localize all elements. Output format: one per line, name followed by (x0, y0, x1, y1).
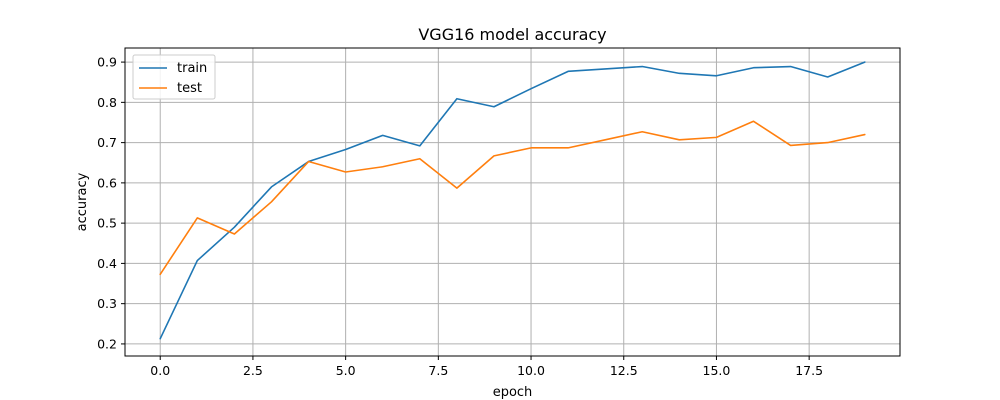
y-tick-label: 0.7 (97, 135, 117, 150)
x-tick-label: 0.0 (150, 363, 170, 378)
y-tick-label: 0.6 (97, 175, 117, 190)
y-tick-label: 0.3 (97, 296, 117, 311)
series-lines (159, 61, 866, 340)
x-axis-label: epoch (493, 385, 533, 400)
y-tick-label: 0.8 (97, 95, 117, 110)
axis-ticks: 0.0 2.5 5.0 7.5 10.0 12.5 15.0 17.5 0.2 0.3 0.4 0.5… (97, 55, 823, 378)
y-axis-label: accuracy (75, 172, 90, 231)
legend-label-train: train (177, 61, 207, 76)
plot-frame (124, 47, 901, 357)
y-tick-label: 0.2 (97, 336, 117, 351)
x-tick-label: 15.0 (703, 363, 731, 378)
legend-label-test: test (177, 81, 202, 96)
series-line-test (159, 120, 866, 276)
x-tick-label: 2.5 (243, 363, 263, 378)
y-tick-label: 0.5 (97, 216, 117, 231)
series-line-train (159, 61, 866, 340)
y-tick-label: 0.9 (97, 55, 117, 70)
x-tick-label: 12.5 (610, 363, 638, 378)
x-tick-label: 17.5 (795, 363, 823, 378)
x-tick-label: 5.0 (336, 363, 356, 378)
legend: train test (132, 54, 216, 100)
grid (125, 48, 900, 356)
x-tick-label: 10.0 (517, 363, 545, 378)
x-tick-label: 7.5 (428, 363, 448, 378)
chart-title: VGG16 model accuracy (418, 25, 606, 44)
y-tick-label: 0.4 (97, 256, 117, 271)
